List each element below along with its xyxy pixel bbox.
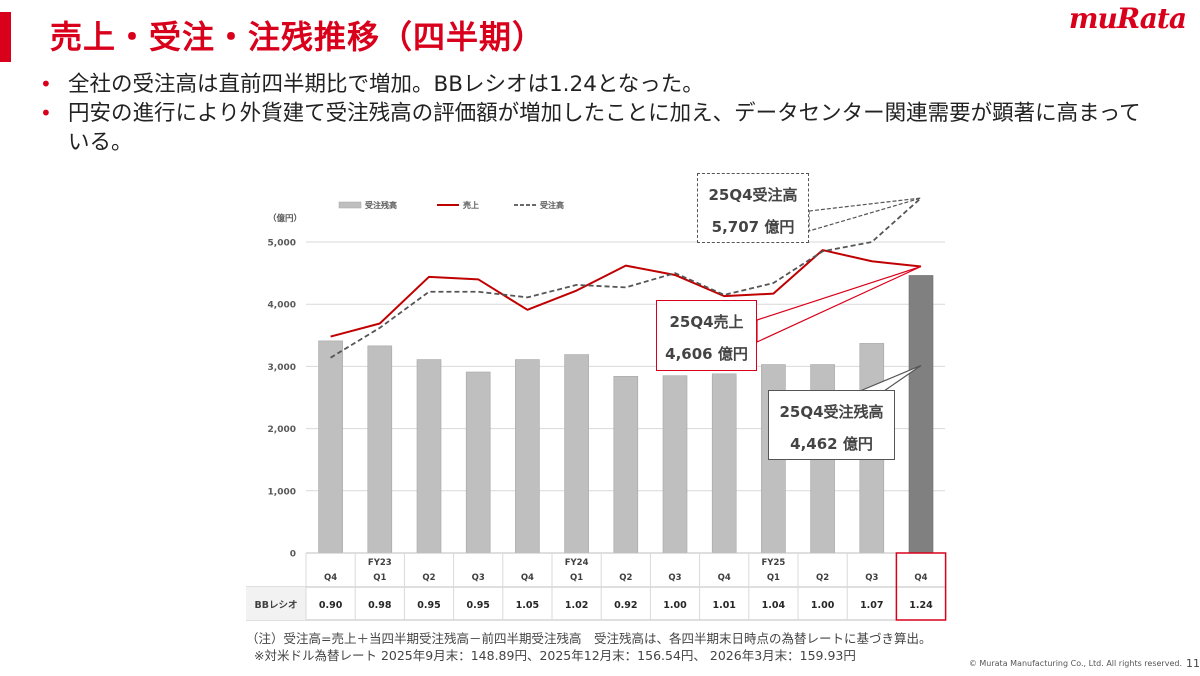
backlog-bar <box>711 373 737 554</box>
backlog-bar <box>515 359 540 554</box>
latest-quarter-highlight <box>895 552 947 621</box>
legend-swatch-backlog <box>338 201 362 209</box>
ratio-value: 1.00 <box>663 600 687 611</box>
fiscal-year-label: FY23 <box>368 558 392 568</box>
footnote-line: （注）受注高=売上＋当四半期受注残高－前四半期受注残高 受注残高は、各四半期末日… <box>246 631 932 646</box>
ratio-value: 1.02 <box>565 600 588 611</box>
ratio-value: 0.90 <box>319 600 343 611</box>
callout-pointer-orders <box>808 197 922 232</box>
copyright: © Murata Manufacturing Co., Ltd. All rig… <box>968 659 1182 668</box>
x-tick-label: Q1 <box>373 573 386 583</box>
y-axis-unit: （億円） <box>268 213 302 224</box>
bullet-item: 全社の受注高は直前四半期比で増加。BBレシオは1.24となった。 <box>38 70 1158 99</box>
x-tick-label: Q4 <box>324 573 337 583</box>
x-tick-label: Q1 <box>570 573 583 583</box>
footnote-line: ※対米ドル為替レート 2025年9月末：148.89円、2025年12月末：15… <box>254 648 856 663</box>
backlog-bar <box>564 354 589 554</box>
backlog-bar <box>367 345 393 554</box>
callout-title: 25Q4受注高 <box>708 186 798 204</box>
backlog-bar <box>613 376 639 554</box>
fiscal-year-label: FY25 <box>762 558 786 568</box>
ratio-value: 1.05 <box>516 600 539 611</box>
x-tick-label: Q3 <box>472 573 485 583</box>
x-tick-label: Q2 <box>619 573 632 583</box>
callout-title: 25Q4受注残高 <box>779 403 884 421</box>
callout-q4-sales: 25Q4売上 4,606 億円 <box>656 300 757 371</box>
callout-title: 25Q4売上 <box>669 313 744 331</box>
callout-value: 4,462 億円 <box>790 435 873 453</box>
sales-line <box>330 249 922 338</box>
footnote: （注）受注高=売上＋当四半期受注残高－前四半期受注残高 受注残高は、各四半期末日… <box>246 630 931 664</box>
x-tick-label: Q1 <box>767 573 780 583</box>
title-accent-bar <box>0 12 11 62</box>
murata-logo: muRata <box>1068 2 1187 35</box>
page-title: 売上・受注・注残推移（四半期） <box>50 18 546 56</box>
bullet-list: 全社の受注高は直前四半期比で増加。BBレシオは1.24となった。 円安の進行によ… <box>38 70 1158 157</box>
orders-line <box>330 197 922 359</box>
y-tick-label: 0 <box>290 550 296 560</box>
callout-pointer-sales <box>756 265 922 343</box>
x-tick-label: Q4 <box>914 573 927 583</box>
legend-label-orders: 受注高 <box>540 200 564 210</box>
backlog-bar <box>465 371 491 554</box>
ratio-value: 1.07 <box>860 600 883 611</box>
ratio-value: 1.04 <box>762 600 786 611</box>
fiscal-year-label: FY24 <box>565 558 589 568</box>
x-tick-label: Q3 <box>865 573 878 583</box>
ratio-value: 1.01 <box>712 600 735 611</box>
ratio-value: 0.92 <box>614 600 637 611</box>
page-number: 11 <box>1186 657 1200 670</box>
backlog-bar <box>908 275 934 554</box>
backlog-bar <box>318 340 343 554</box>
ratio-row-label: BBレシオ <box>255 600 298 611</box>
bullet-item: 円安の進行により外貨建て受注残高の評価額が増加したことに加え、データセンター関連… <box>38 99 1158 157</box>
x-tick-label: Q3 <box>668 573 681 583</box>
backlog-bar <box>662 375 688 554</box>
backlog-bar <box>416 359 442 554</box>
x-tick-label: Q2 <box>816 573 829 583</box>
callout-q4-orders: 25Q4受注高 5,707 億円 <box>697 173 809 243</box>
ratio-value: 0.95 <box>417 600 440 611</box>
y-tick-label: 5,000 <box>268 239 296 249</box>
ratio-value: 1.00 <box>811 600 835 611</box>
ratio-label-cell <box>246 587 306 620</box>
callout-value: 5,707 億円 <box>711 218 795 236</box>
legend-label-backlog: 受注残高 <box>365 200 397 210</box>
x-tick-label: Q4 <box>521 573 534 583</box>
legend-label-sales: 売上 <box>463 200 479 210</box>
y-tick-label: 4,000 <box>268 301 296 311</box>
callout-q4-backlog: 25Q4受注残高 4,462 億円 <box>768 390 895 460</box>
y-tick-label: 3,000 <box>268 363 296 373</box>
x-tick-label: Q4 <box>718 573 731 583</box>
ratio-value: 0.95 <box>466 600 489 611</box>
y-tick-label: 1,000 <box>268 487 296 497</box>
ratio-value: 1.24 <box>909 600 933 611</box>
ratio-value: 0.98 <box>368 600 392 611</box>
callout-value: 4,606 億円 <box>665 345 748 363</box>
x-tick-label: Q2 <box>422 573 435 583</box>
y-tick-label: 2,000 <box>268 425 296 435</box>
